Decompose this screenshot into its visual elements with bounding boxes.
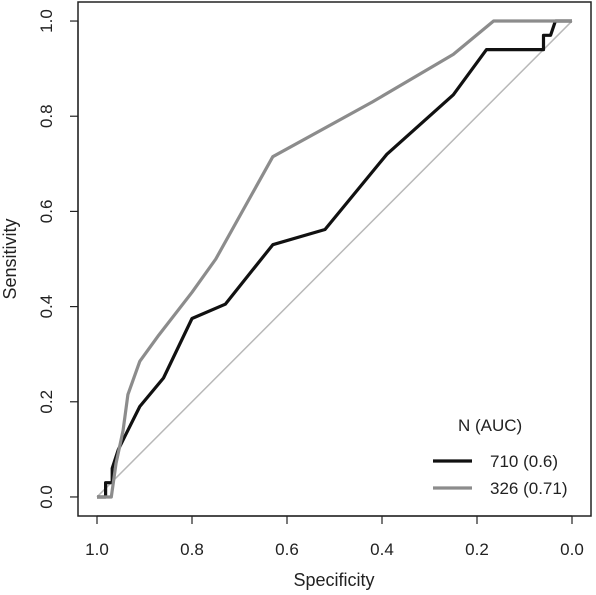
series-line-0 [97,19,572,499]
legend-items: 710 (0.6) 326 (0.71) [433,452,568,498]
x-axis: 1.0 0.8 0.6 0.4 0.2 0.0 [85,515,584,559]
y-tick-label: 1.0 [37,9,56,33]
legend-label-1: 326 (0.71) [490,479,568,498]
x-axis-title: Specificity [293,570,374,590]
legend-title: N (AUC) [458,416,522,435]
y-axis-title: Sensitivity [0,218,20,299]
x-tick-label: 0.6 [275,540,299,559]
y-tick-label: 0.6 [37,200,56,224]
y-tick-label: 0.8 [37,104,56,128]
x-tick-label: 0.8 [180,540,204,559]
x-tick-label: 0.2 [465,540,489,559]
legend-label-0: 710 (0.6) [490,452,558,471]
y-tick-label: 0.4 [37,295,56,319]
reference-diagonal-line [96,20,573,498]
series-layer [97,19,572,499]
series-line-1 [97,19,572,499]
y-tick-label: 0.0 [37,485,56,509]
x-tick-label: 1.0 [85,540,109,559]
legend: N (AUC) 710 (0.6) 326 (0.71) [433,416,568,498]
y-axis: 0.0 0.2 0.4 0.6 0.8 1.0 [37,9,79,509]
x-tick-label: 0.4 [370,540,394,559]
y-tick-label: 0.2 [37,390,56,414]
x-tick-label: 0.0 [560,540,584,559]
